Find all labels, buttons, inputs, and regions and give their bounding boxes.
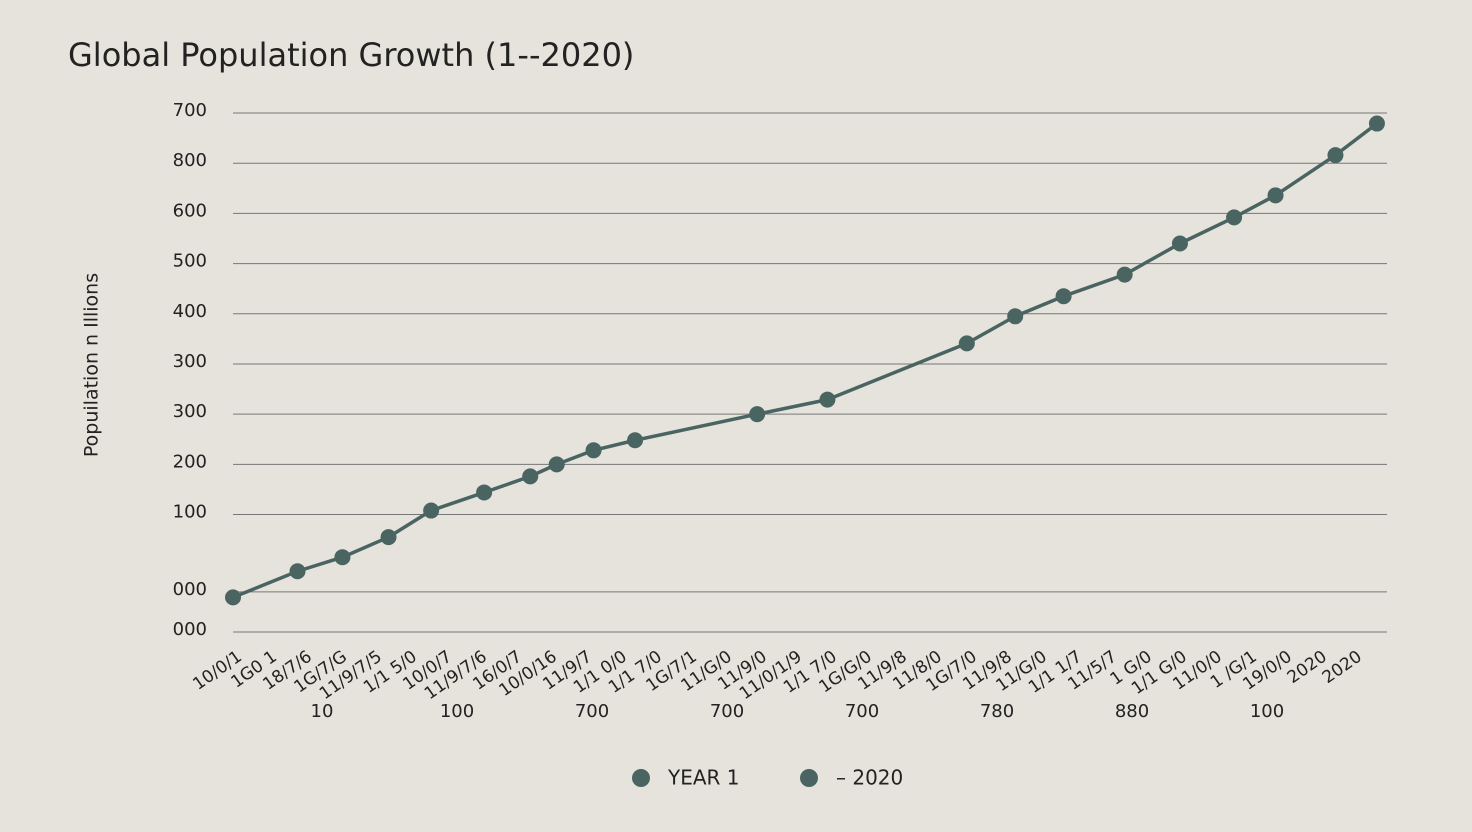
legend-marker <box>632 769 650 787</box>
y-axis-label: Popuilation n Illions <box>81 273 103 457</box>
legend-label: – 2020 <box>836 766 903 790</box>
y-tick-label: 500 <box>173 251 207 272</box>
chart-title: Global Population Growth (1--2020) <box>68 36 634 74</box>
y-tick-label: 000 <box>173 619 207 640</box>
data-point <box>334 549 351 566</box>
legend-label: YEAR 1 <box>667 766 740 790</box>
y-tick-label: 400 <box>173 301 207 322</box>
y-tick-label: 200 <box>173 451 207 472</box>
x-axis-label: 880 <box>1115 701 1149 722</box>
data-point <box>1327 147 1344 164</box>
data-point <box>958 335 975 352</box>
x-axis-label: 10 <box>311 701 334 722</box>
data-point <box>522 468 539 485</box>
x-axis-label: 700 <box>845 701 879 722</box>
x-axis-label: 700 <box>710 701 744 722</box>
y-tick-label: 700 <box>173 100 207 121</box>
y-tick-label: 300 <box>173 351 207 372</box>
legend-marker <box>800 769 818 787</box>
data-point <box>1116 266 1133 283</box>
y-tick-label: 600 <box>173 200 207 221</box>
y-tick-label: 300 <box>173 401 207 422</box>
data-point <box>749 406 766 423</box>
data-point <box>1007 308 1024 325</box>
data-point <box>225 589 241 606</box>
data-point <box>1226 209 1243 226</box>
data-point <box>1055 288 1072 305</box>
data-point <box>476 484 493 501</box>
data-point <box>423 502 440 519</box>
data-point <box>380 529 397 546</box>
y-tick-label: 000 <box>173 579 207 600</box>
data-point <box>1171 235 1188 252</box>
data-point <box>1267 187 1284 204</box>
x-axis-label: 100 <box>1250 701 1284 722</box>
data-point <box>819 391 836 408</box>
x-axis-label: 700 <box>575 701 609 722</box>
data-point <box>1368 115 1385 132</box>
y-tick-label: 800 <box>173 150 207 171</box>
data-point <box>627 432 644 449</box>
y-tick-label: 100 <box>173 502 207 523</box>
data-point <box>585 442 602 459</box>
data-point <box>289 563 306 580</box>
data-point <box>548 456 565 473</box>
x-axis-label: 780 <box>980 701 1014 722</box>
x-axis-label: 100 <box>440 701 474 722</box>
